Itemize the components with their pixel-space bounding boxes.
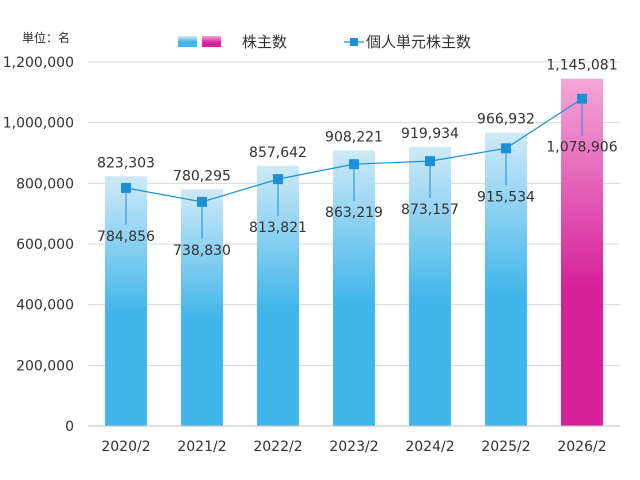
legend-line-marker xyxy=(350,38,358,46)
line-value-label: 1,078,906 xyxy=(546,140,617,156)
leader-lines xyxy=(125,103,583,239)
y-tick-label: 1,200,000 xyxy=(3,55,74,71)
line-marker xyxy=(349,159,359,170)
x-tick-label: 2022/2 xyxy=(253,439,302,455)
y-tick-label: 800,000 xyxy=(16,176,74,192)
bar-value-label: 966,932 xyxy=(477,112,535,128)
line-marker xyxy=(121,182,131,193)
bar-value-label: 823,303 xyxy=(97,155,155,171)
y-tick-label: 600,000 xyxy=(16,237,74,253)
line-value-label: 863,219 xyxy=(325,205,383,221)
legend-label-bar: 株主数 xyxy=(242,33,287,51)
line-value-label: 784,856 xyxy=(97,229,155,245)
y-tick-label: 0 xyxy=(65,419,74,435)
unit-label: 単位：名 xyxy=(22,30,70,45)
y-tick-label: 1,000,000 xyxy=(3,116,74,132)
bar-value-label: 1,145,081 xyxy=(546,58,617,74)
bar xyxy=(561,78,603,427)
line-value-label: 813,821 xyxy=(249,220,307,236)
x-tick-label: 2020/2 xyxy=(101,439,150,455)
bar-value-label: 857,642 xyxy=(249,145,307,161)
line-series xyxy=(121,93,587,207)
bar-value-label: 780,295 xyxy=(173,168,231,184)
bar-value-label: 919,934 xyxy=(401,126,459,142)
x-axis: 2020/2 2021/2 2022/2 2023/2 2024/2 2025/2 2026… xyxy=(88,425,620,455)
line-marker xyxy=(197,196,207,207)
line-value-label: 738,830 xyxy=(173,243,231,259)
legend-bar-swatch-blue xyxy=(178,36,197,47)
x-tick-label: 2023/2 xyxy=(329,439,378,455)
line-marker xyxy=(577,93,587,104)
line-value-label: 915,534 xyxy=(477,189,535,205)
legend-bar-swatch-pink xyxy=(202,36,221,47)
data-labels: 823,303 780,295 857,642 908,221 919,934 966,9… xyxy=(97,58,618,259)
bar-value-label: 908,221 xyxy=(325,130,383,146)
x-tick-label: 2026/2 xyxy=(557,439,606,455)
line-marker xyxy=(501,143,511,154)
y-axis: 0 200,000 400,000 600,000 800,000 1,000,000 1,… xyxy=(3,55,74,435)
legend: 株主数 個人単元株主数 xyxy=(178,33,471,51)
x-tick-label: 2021/2 xyxy=(177,439,226,455)
legend-label-line: 個人単元株主数 xyxy=(366,33,471,51)
y-tick-label: 200,000 xyxy=(16,358,74,374)
x-tick-label: 2025/2 xyxy=(481,439,530,455)
line-marker xyxy=(425,156,435,167)
line-value-label: 873,157 xyxy=(401,202,459,218)
y-tick-label: 400,000 xyxy=(16,298,74,314)
x-tick-label: 2024/2 xyxy=(405,439,454,455)
line-marker xyxy=(273,174,283,185)
